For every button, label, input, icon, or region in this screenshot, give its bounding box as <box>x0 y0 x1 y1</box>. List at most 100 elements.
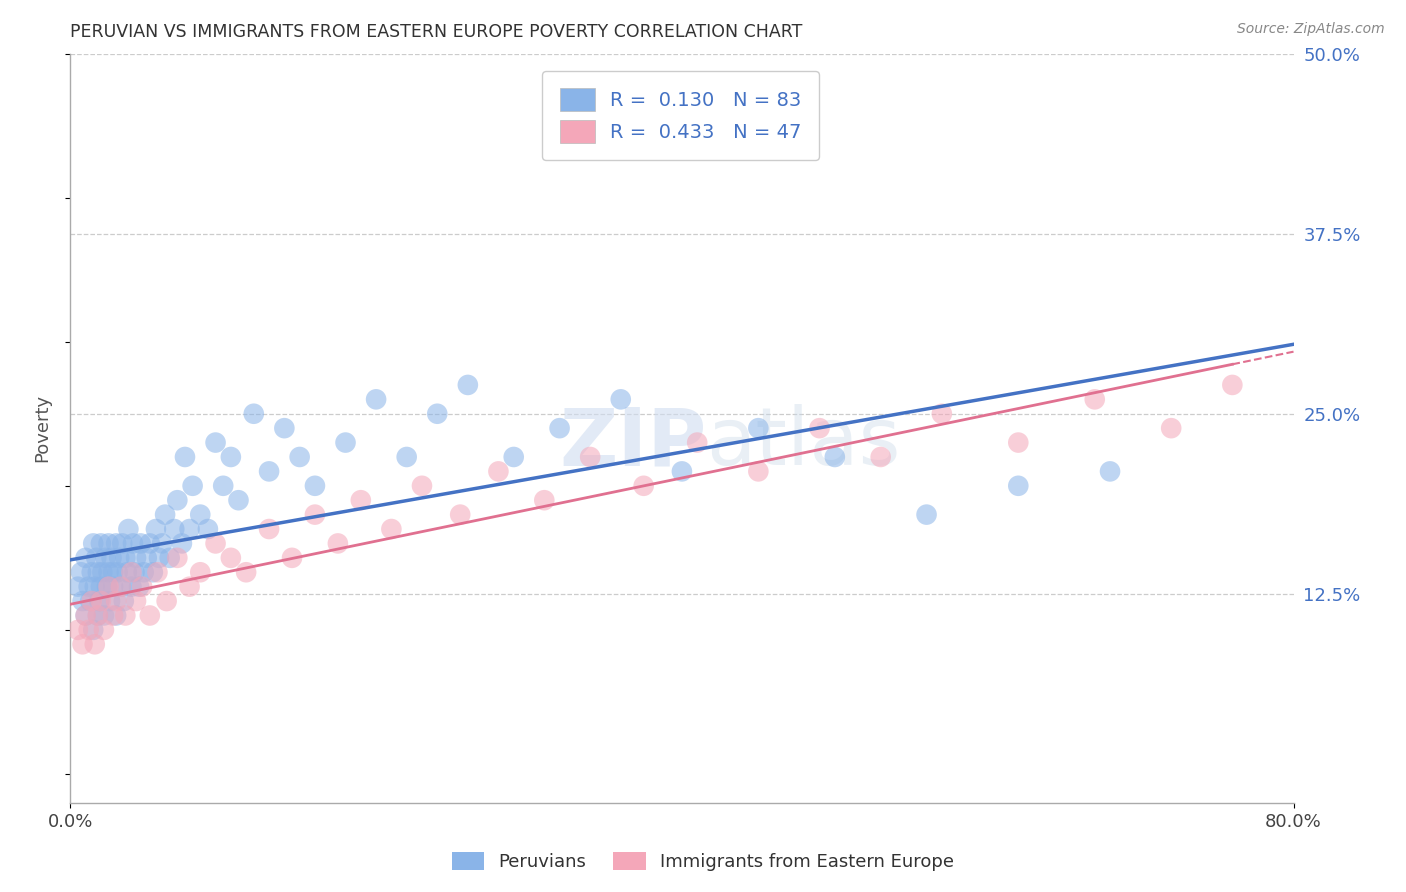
Point <box>84 550 107 565</box>
Point <box>1220 378 1243 392</box>
Point <box>121 566 143 580</box>
Point <box>148 550 170 565</box>
Point <box>150 536 173 550</box>
Point <box>96 580 118 594</box>
Point <box>93 608 115 623</box>
Point <box>188 508 211 522</box>
Point <box>124 566 146 580</box>
Point <box>166 550 188 565</box>
Point <box>153 508 176 522</box>
Point <box>131 580 153 594</box>
Point <box>747 464 769 478</box>
Point <box>108 550 131 565</box>
Point <box>94 550 117 565</box>
Legend: R =  0.130   N = 83, R =  0.433   N = 47: R = 0.130 N = 83, R = 0.433 N = 47 <box>543 70 818 161</box>
Point <box>257 522 280 536</box>
Point <box>75 608 97 623</box>
Point <box>548 421 571 435</box>
Point <box>931 407 953 421</box>
Point <box>281 550 304 565</box>
Point <box>747 421 769 435</box>
Point <box>89 594 111 608</box>
Point <box>212 479 235 493</box>
Point <box>83 580 105 594</box>
Point <box>98 594 121 608</box>
Point <box>824 450 846 464</box>
Point <box>610 392 633 407</box>
Point <box>100 550 122 565</box>
Text: Source: ZipAtlas.com: Source: ZipAtlas.com <box>1237 22 1385 37</box>
Point <box>335 435 357 450</box>
Point <box>488 464 510 478</box>
Point <box>115 566 138 580</box>
Point <box>105 536 128 550</box>
Point <box>326 536 349 550</box>
Point <box>101 608 124 623</box>
Point <box>70 566 93 580</box>
Point <box>219 450 242 464</box>
Text: atlas: atlas <box>706 404 901 483</box>
Point <box>457 378 479 392</box>
Text: ZIP: ZIP <box>560 404 706 483</box>
Point <box>174 450 197 464</box>
Point <box>170 536 193 550</box>
Point <box>90 580 112 594</box>
Point <box>80 566 103 580</box>
Point <box>579 450 602 464</box>
Point <box>125 594 148 608</box>
Point <box>87 608 110 623</box>
Point <box>204 435 226 450</box>
Point <box>75 608 97 623</box>
Point <box>197 522 219 536</box>
Point <box>304 508 326 522</box>
Point <box>304 479 326 493</box>
Point <box>66 623 89 637</box>
Point <box>156 594 179 608</box>
Point <box>110 580 132 594</box>
Point <box>117 522 139 536</box>
Point <box>219 550 242 565</box>
Point <box>97 580 120 594</box>
Point <box>97 536 120 550</box>
Text: PERUVIAN VS IMMIGRANTS FROM EASTERN EUROPE POVERTY CORRELATION CHART: PERUVIAN VS IMMIGRANTS FROM EASTERN EURO… <box>70 23 803 41</box>
Point <box>83 637 105 651</box>
Point <box>114 608 136 623</box>
Point <box>808 421 831 435</box>
Point <box>90 594 112 608</box>
Y-axis label: Poverty: Poverty <box>34 394 52 462</box>
Point <box>77 580 100 594</box>
Point <box>122 536 145 550</box>
Point <box>146 566 169 580</box>
Point <box>128 580 150 594</box>
Point <box>87 566 110 580</box>
Point <box>132 566 155 580</box>
Point <box>139 536 162 550</box>
Point <box>366 392 388 407</box>
Point <box>243 407 266 421</box>
Point <box>533 493 555 508</box>
Point <box>80 594 103 608</box>
Point <box>188 566 211 580</box>
Point <box>1007 435 1029 450</box>
Point <box>288 450 311 464</box>
Point <box>91 566 114 580</box>
Point <box>257 464 280 478</box>
Point <box>139 608 162 623</box>
Point <box>163 522 186 536</box>
Point <box>111 536 134 550</box>
Point <box>633 479 655 493</box>
Point <box>90 536 112 550</box>
Point <box>502 450 524 464</box>
Point <box>179 522 201 536</box>
Point <box>1007 479 1029 493</box>
Point <box>395 450 418 464</box>
Point <box>159 550 181 565</box>
Point <box>129 536 152 550</box>
Point <box>135 550 157 565</box>
Legend: Peruvians, Immigrants from Eastern Europe: Peruvians, Immigrants from Eastern Europ… <box>444 845 962 879</box>
Point <box>125 550 148 565</box>
Point <box>121 580 143 594</box>
Point <box>142 566 165 580</box>
Point <box>1099 464 1122 478</box>
Point <box>686 435 709 450</box>
